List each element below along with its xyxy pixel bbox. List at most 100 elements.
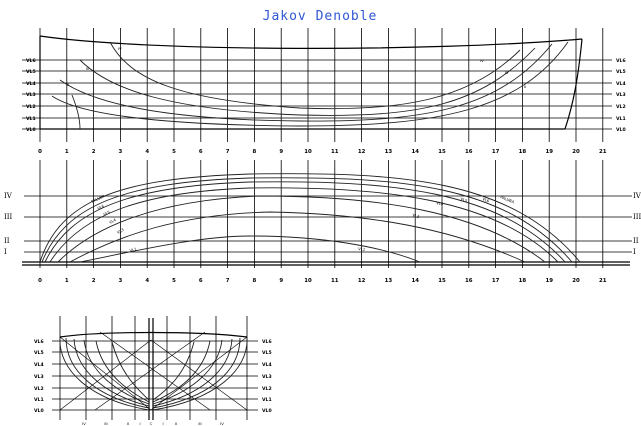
profile-waterlines: [22, 59, 612, 130]
plan-station-number: 10: [304, 278, 312, 284]
plan-station-number: 19: [545, 278, 553, 284]
plan-waterline-curve: [49, 187, 559, 263]
profile-waterline-label: VL1: [616, 116, 626, 122]
plan-buttock-label: I: [633, 248, 636, 256]
profile-station-lines: [39, 28, 604, 142]
plan-curve-label: VL3: [116, 227, 125, 235]
plan-station-number: 3: [119, 278, 123, 284]
plan-station-number: 14: [411, 278, 419, 284]
plan-waterline-curve: [44, 181, 566, 263]
body-plan-diagonal: [99, 331, 211, 411]
profile-waterline-labels-left: VL6 VL5 VL4 VL3 VL2 VL1 VL0: [26, 58, 36, 133]
body-plan-buttock-label: IV: [220, 421, 224, 426]
body-plan-buttock-label: I: [162, 421, 163, 426]
plan-station-number: 2: [92, 278, 96, 284]
plan-buttock-label: IV: [4, 192, 13, 200]
plan-station-number: 8: [253, 278, 257, 284]
plan-station-number: 18: [519, 278, 527, 284]
body-plan-waterline-label: VL4: [34, 362, 44, 368]
plan-curve-label: VL3: [412, 212, 421, 219]
plan-station-number: 4: [145, 278, 149, 284]
profile-station-number: 21: [599, 149, 607, 155]
body-plan-waterline-label: VL1: [262, 397, 272, 403]
plan-curve-label: VL1: [358, 246, 366, 252]
body-plan-waterline-label: VL5: [262, 350, 272, 356]
profile-station-number: 15: [438, 149, 446, 155]
profile-waterline-label: VL2: [616, 104, 626, 110]
profile-waterline-label: VL0: [616, 127, 626, 133]
plan-curve-label: VL4: [108, 217, 117, 225]
body-plan-diagonal: [150, 336, 248, 411]
profile-buttock-curve: [79, 47, 536, 116]
body-plan-buttock-label: III: [104, 421, 107, 426]
body-plan-section-curve: [152, 340, 211, 403]
profile-waterline-label: VL3: [616, 92, 626, 98]
profile-station-number: 5: [172, 149, 176, 155]
plan-station-number: 7: [226, 278, 230, 284]
plan-station-numbers: 0 1 2 3 4 5 6 7 8 9 10 11 12 13 14 15 16 17 18 19 20 21: [38, 278, 607, 284]
profile-buttock-curve: [59, 43, 553, 122]
profile-buttock-label: IV: [118, 46, 122, 51]
body-plan-waterline-label: VL1: [34, 397, 44, 403]
profile-station-number: 9: [279, 149, 283, 155]
body-plan-waterline-label: VL2: [262, 386, 272, 392]
body-plan-section-curve: [59, 336, 150, 411]
profile-waterline-label: VL5: [616, 69, 626, 75]
profile-buttock-label: IV: [480, 58, 484, 63]
body-plan-section-curve: [152, 336, 248, 411]
profile-station-number: 1: [65, 149, 69, 155]
plan-station-number: 12: [358, 278, 366, 284]
profile-buttock-label: III: [505, 70, 508, 75]
profile-station-number: 17: [492, 149, 500, 155]
plan-buttock-label: II: [633, 237, 639, 245]
body-plan-section-curve: [83, 339, 150, 405]
plan-waterline-curve: [79, 235, 421, 263]
body-plan-deck-line: [59, 331, 248, 338]
profile-station-number: 19: [545, 149, 553, 155]
plan-station-number: 17: [492, 278, 500, 284]
body-plan-waterline-label: VL5: [34, 350, 44, 356]
body-plan-buttock-label: II: [127, 421, 129, 426]
body-plan-diagonal: [59, 336, 152, 411]
profile-waterline-label: VL1: [26, 116, 36, 122]
profile-station-number: 2: [92, 149, 96, 155]
plan-curve-label: VL5: [102, 209, 111, 217]
profile-station-number: 13: [385, 149, 393, 155]
body-plan-buttock-labels: IV III II I C I II III IV: [82, 421, 224, 426]
body-plan-waterline-label: VL3: [262, 374, 272, 380]
profile-buttock-curve: [71, 94, 81, 130]
plan-curve-label: VL6: [482, 196, 491, 203]
plan-station-number: 5: [172, 278, 176, 284]
body-plan-buttock-label: I: [139, 421, 140, 426]
body-plan-waterline-label: VL3: [34, 374, 44, 380]
plan-buttock-label: II: [4, 237, 10, 245]
plan-curve-label: PALUBA: [500, 194, 516, 204]
profile-waterline-label: VL6: [26, 58, 36, 64]
profile-station-number: 11: [331, 149, 339, 155]
plan-waterline-curve: [57, 195, 546, 263]
profile-station-numbers: 0 1 2 3 4 5 6 7 8 9 10 11 12 13 14 15 16 17 18 19 20 21: [38, 149, 607, 155]
plan-buttock-label: IV: [633, 192, 641, 200]
body-plan-section-curve: [111, 341, 150, 401]
body-plan-waterline-label: VL0: [262, 408, 272, 414]
profile-station-number: 6: [199, 149, 203, 155]
profile-waterline-label: VL2: [26, 104, 36, 110]
plan-curve-label: VL1: [129, 246, 138, 253]
plan-station-number: 21: [599, 278, 607, 284]
body-plan-waterlines: [52, 340, 258, 411]
plan-station-number: 20: [572, 278, 580, 284]
profile-station-number: 0: [38, 149, 42, 155]
profile-buttock-curve: [109, 41, 521, 110]
plan-station-number: 6: [199, 278, 203, 284]
profile-waterline-label: VL3: [26, 92, 36, 98]
body-plan-section-curve: [95, 340, 150, 403]
plan-station-number: 15: [438, 278, 446, 284]
body-plan-view: VL6 VL5 VL4 VL3 VL2 VL1 VL0 VL6 VL5 VL4 VL3 VL2 VL1…: [34, 316, 272, 426]
profile-buttock-label: III: [86, 66, 89, 71]
plan-buttock-label: I: [4, 248, 7, 256]
plan-waterline-curve: [41, 177, 573, 263]
profile-view: VL6 VL5 VL4 VL3 VL2 VL1 VL0 VL6 VL5 VL4 VL3 VL2 VL1…: [22, 28, 626, 155]
profile-station-number: 12: [358, 149, 366, 155]
